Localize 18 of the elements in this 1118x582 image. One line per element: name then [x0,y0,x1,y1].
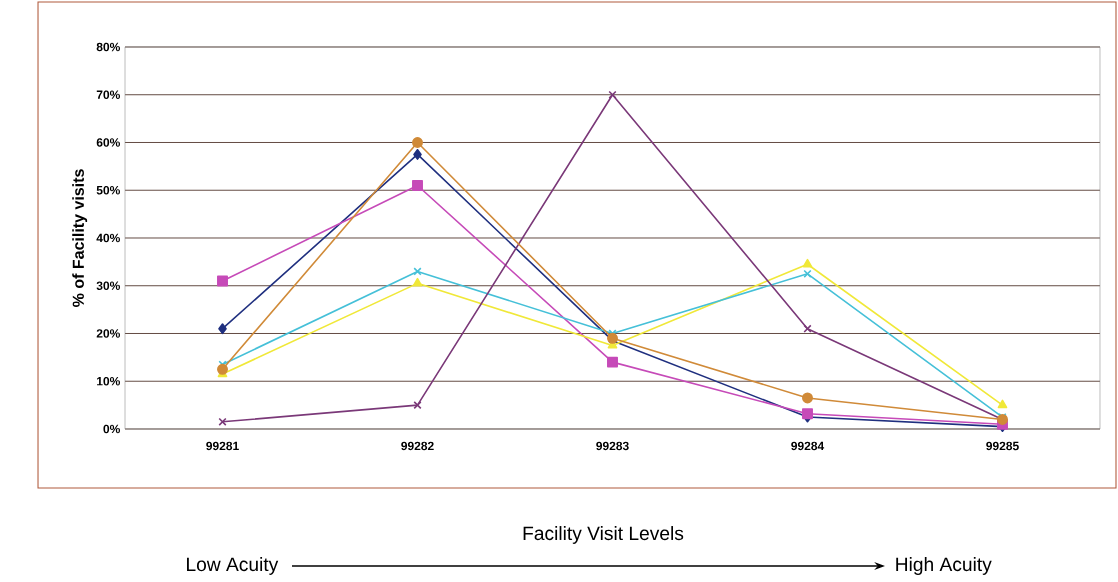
y-tick-label: 40% [96,233,120,243]
y-tick-label: 60% [96,138,120,147]
y-tick-label: 70% [96,90,120,99]
x-tick-label: 99281 [206,441,239,451]
x-tick-label: 99284 [791,441,825,451]
y-axis-title: % of Facility visits [72,169,88,307]
y-tick-label: 50% [96,185,120,195]
text: Facility Visit Levels [523,526,684,544]
x-tick-label: 99285 [986,441,1019,451]
text: High Acuity [896,557,992,575]
y-tick-label: 10% [97,376,120,386]
y-tick-label: 30% [96,281,120,290]
y-tick-label: 80% [96,42,120,52]
x-tick-label: 99282 [401,441,434,451]
x-tick-label: 99283 [596,441,629,451]
y-tick-label: 20% [96,329,120,338]
text: Low Acuity [187,557,279,575]
y-tick-label: 0% [103,424,120,434]
